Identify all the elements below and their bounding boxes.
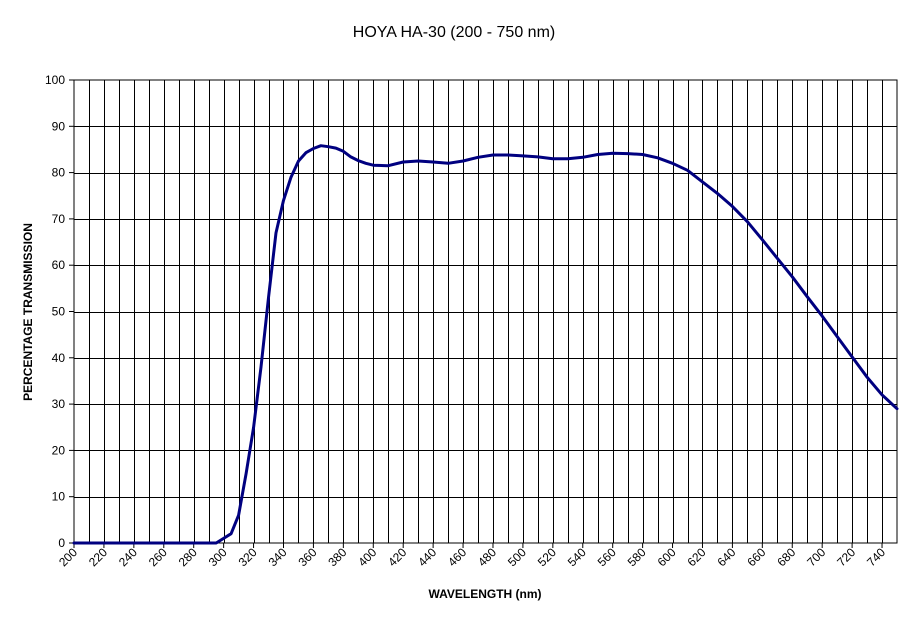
transmission-series-line xyxy=(72,144,899,545)
x-tick-label: 400 xyxy=(355,545,379,569)
x-tick-label: 220 xyxy=(86,545,110,569)
x-tick-labels: 200 220 240 260 280 300 320 340 360 380 400 420 440 4… xyxy=(56,543,888,569)
y-tick-label: 80 xyxy=(52,166,66,180)
chart-title: HOYA HA-30 (200 - 750 nm) xyxy=(353,24,555,41)
x-tick-label: 660 xyxy=(744,545,768,569)
x-tick-label: 700 xyxy=(804,545,828,569)
x-tick-label: 500 xyxy=(505,545,529,569)
y-tick-label: 90 xyxy=(52,119,66,133)
x-tick-label: 280 xyxy=(176,545,200,569)
y-tick-label: 50 xyxy=(52,305,66,319)
x-tick-label: 620 xyxy=(685,545,709,569)
x-tick-label: 340 xyxy=(266,545,290,569)
y-tick-label: 0 xyxy=(58,536,65,550)
y-tick-label: 20 xyxy=(52,443,66,457)
x-tick-label: 640 xyxy=(714,545,738,569)
x-tick-label: 360 xyxy=(295,545,319,569)
x-tick-label: 240 xyxy=(116,545,140,569)
x-tick-label: 260 xyxy=(146,545,170,569)
x-tick-label: 300 xyxy=(206,545,230,569)
y-tick-label: 10 xyxy=(52,490,66,504)
y-tick-label: 30 xyxy=(52,397,66,411)
x-tick-label: 560 xyxy=(595,545,619,569)
x-tick-label: 320 xyxy=(236,545,260,569)
y-tick-label: 40 xyxy=(52,351,66,365)
y-tick-label: 60 xyxy=(52,258,66,272)
x-axis-label: WAVELENGTH (nm) xyxy=(428,587,541,601)
x-tick-label: 420 xyxy=(385,545,409,569)
x-tick-label: 520 xyxy=(535,545,559,569)
x-tick-label: 680 xyxy=(774,545,798,569)
x-tick-label: 720 xyxy=(834,545,858,569)
y-tick-label: 100 xyxy=(45,73,65,87)
x-tick-label: 740 xyxy=(864,545,888,569)
y-axis-label: PERCENTAGE TRANSMISSION xyxy=(21,223,35,401)
x-tick-label: 540 xyxy=(565,545,589,569)
x-tick-label: 480 xyxy=(475,545,499,569)
x-tick-label: 580 xyxy=(625,545,649,569)
y-tick-label: 70 xyxy=(52,212,66,226)
plot-area-border xyxy=(73,79,898,544)
x-tick-label: 440 xyxy=(415,545,439,569)
x-tick-label: 380 xyxy=(325,545,349,569)
plot-grid xyxy=(74,80,897,543)
x-tick-label: 600 xyxy=(655,545,679,569)
y-tick-labels: 0 10 20 30 40 50 60 70 80 90 100 xyxy=(45,73,74,550)
x-tick-label: 460 xyxy=(445,545,469,569)
